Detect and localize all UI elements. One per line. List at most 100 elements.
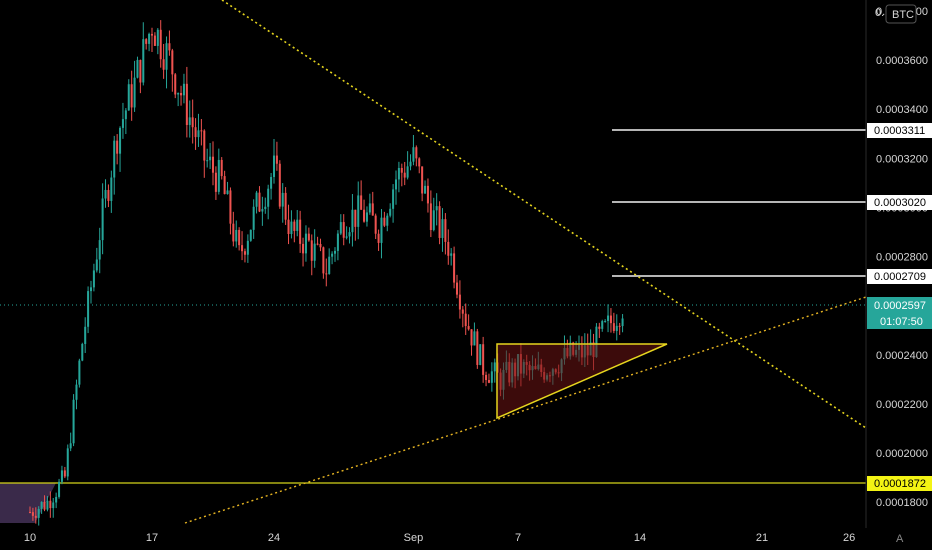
candle-body xyxy=(438,206,441,238)
currency-button[interactable]: BTC xyxy=(885,4,917,24)
candle-body xyxy=(153,35,156,46)
candle-body xyxy=(156,29,159,46)
candle-body xyxy=(453,253,456,283)
candle-body xyxy=(447,241,450,256)
candle-body xyxy=(107,189,110,201)
ascending-triangle-pattern[interactable] xyxy=(496,343,668,420)
candle-body xyxy=(429,203,432,230)
candle-body xyxy=(72,399,75,444)
candle-body xyxy=(365,212,368,222)
candle-body xyxy=(84,326,87,344)
candle-body xyxy=(371,203,374,216)
candle-body xyxy=(418,158,421,167)
candle-body xyxy=(435,206,438,211)
candle-body xyxy=(377,233,380,243)
candle-body xyxy=(145,39,148,44)
candle-body xyxy=(598,326,601,329)
candle-body xyxy=(621,318,624,327)
candle-body xyxy=(238,229,241,246)
candle-body xyxy=(139,59,142,83)
candle-body xyxy=(360,195,363,210)
candle-body xyxy=(278,163,281,207)
candle-body xyxy=(333,250,337,254)
candle-body xyxy=(66,448,69,477)
candle-body xyxy=(165,43,168,70)
candle-body xyxy=(455,282,459,295)
candle-body xyxy=(209,156,212,161)
candle-body xyxy=(101,198,104,241)
candle-body xyxy=(394,179,398,190)
candle-body xyxy=(464,313,467,327)
candle-body xyxy=(421,166,424,194)
candle-body xyxy=(243,251,246,255)
candle-body xyxy=(124,110,127,120)
candle-body xyxy=(473,331,476,346)
x-tick-label: 14 xyxy=(634,532,646,544)
x-tick-label: 7 xyxy=(515,532,521,544)
x-tick-label: 17 xyxy=(146,532,158,544)
candle-body xyxy=(87,291,90,327)
candle-body xyxy=(336,233,339,251)
candle-body xyxy=(46,500,49,510)
candle-body xyxy=(40,501,43,509)
auto-scale-button[interactable]: A xyxy=(892,530,908,546)
x-tick-label: 24 xyxy=(268,532,280,544)
candle-body xyxy=(345,236,348,238)
candle-body xyxy=(487,380,490,383)
candle-body xyxy=(191,117,194,128)
candle-body xyxy=(304,233,307,254)
candle-body xyxy=(479,344,482,365)
candle-body xyxy=(348,232,351,237)
base-zone-group xyxy=(0,482,866,523)
candle-body xyxy=(171,50,174,75)
candle-body xyxy=(130,84,133,108)
candle-body xyxy=(615,325,618,331)
candle-body xyxy=(58,481,61,497)
candle-body xyxy=(52,502,55,509)
candle-body xyxy=(235,229,238,242)
candle-body xyxy=(69,443,72,449)
descending-trendline[interactable] xyxy=(221,0,867,429)
candle-body xyxy=(604,320,607,322)
candle-body xyxy=(98,240,101,260)
candle-body xyxy=(159,29,162,60)
x-tick-label: 21 xyxy=(756,532,768,544)
x-tick-label: Sep xyxy=(404,532,424,544)
candle-body xyxy=(200,130,203,132)
candle-body xyxy=(127,84,130,111)
level-badge-3311-text: 0.0003311 xyxy=(874,125,925,137)
candle-body xyxy=(75,384,78,400)
candle-body xyxy=(188,117,191,125)
candle-body xyxy=(246,240,249,255)
candle-body xyxy=(121,119,124,128)
level-badge-2709-text: 0.0002709 xyxy=(874,271,926,283)
candle-body xyxy=(406,166,409,178)
candle-body xyxy=(392,189,395,209)
candle-body xyxy=(618,325,621,327)
candle-body xyxy=(185,83,188,125)
level-badge-3311: 0.0003311 xyxy=(867,123,932,138)
candle-body xyxy=(322,247,325,274)
candle-body xyxy=(415,147,418,159)
candle-body xyxy=(310,240,313,261)
candle-body xyxy=(116,140,119,154)
candle-body xyxy=(92,270,95,288)
candle-body xyxy=(397,168,400,180)
candle-body xyxy=(290,221,293,235)
candle-body xyxy=(307,233,310,241)
candle-body xyxy=(63,470,66,477)
candle-body xyxy=(275,155,278,164)
candle-body xyxy=(37,508,40,518)
candle-body xyxy=(389,208,392,216)
candle-body xyxy=(441,219,444,238)
candle-body xyxy=(426,185,429,204)
candle-body xyxy=(386,215,389,226)
candle-body xyxy=(177,92,180,95)
candle-body xyxy=(467,326,470,330)
candle-body xyxy=(60,470,63,482)
candle-body xyxy=(339,222,342,234)
candle-body xyxy=(403,172,406,178)
candle-body xyxy=(232,223,235,242)
candle-body xyxy=(223,176,226,195)
